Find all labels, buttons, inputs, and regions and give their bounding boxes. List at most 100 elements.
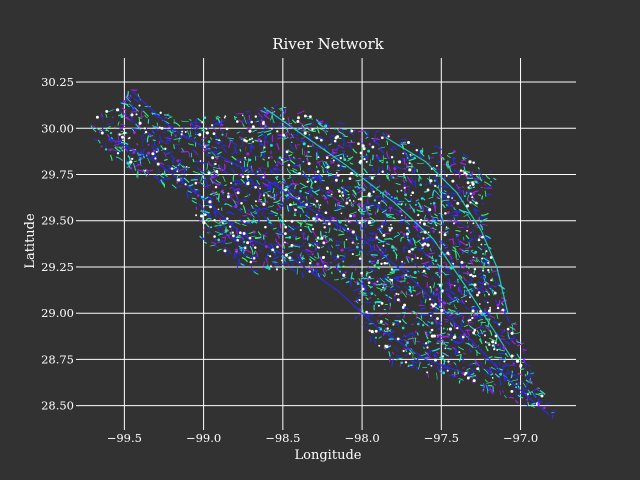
river-segment: [187, 190, 192, 193]
river-node: [336, 255, 340, 258]
river-segment: [350, 139, 353, 143]
river-segment: [425, 236, 430, 240]
river-node: [330, 261, 332, 264]
river-segment: [484, 183, 487, 186]
river-segment: [260, 200, 264, 203]
river-segment: [457, 238, 461, 247]
river-node: [184, 183, 187, 186]
river-segment: [233, 235, 236, 244]
river-segment: [263, 190, 271, 194]
river-segment: [444, 344, 448, 347]
river-segment: [314, 170, 316, 176]
river-segment: [264, 136, 268, 139]
river-node: [327, 222, 331, 226]
river-segment: [269, 155, 272, 159]
river-segment: [367, 238, 375, 242]
river-segment: [243, 116, 247, 124]
river-node: [352, 193, 355, 196]
river-segment: [411, 335, 415, 343]
river-segment: [155, 173, 159, 176]
river-segment: [405, 292, 412, 296]
river-segment: [468, 173, 472, 177]
river-node: [308, 133, 311, 136]
river-segment: [355, 184, 362, 189]
river-segment: [448, 165, 452, 173]
river-node: [143, 127, 146, 130]
river-segment: [478, 366, 480, 372]
river-segment: [551, 413, 554, 420]
river-node: [226, 195, 230, 199]
river-segment: [414, 330, 417, 334]
river-segment: [335, 145, 342, 150]
river-segment: [397, 277, 400, 281]
river-segment: [302, 242, 305, 246]
river-node: [417, 322, 420, 326]
river-segment: [468, 252, 472, 255]
river-segment: [322, 169, 325, 174]
river-segment: [311, 190, 319, 196]
river-segment: [299, 182, 307, 187]
river-segment: [320, 230, 324, 238]
river-segment: [161, 172, 168, 177]
river-node: [318, 218, 321, 221]
river-node: [401, 305, 405, 309]
river-segment: [147, 157, 151, 164]
river-segment: [118, 113, 123, 117]
river-segment: [161, 182, 166, 186]
river-segment: [456, 341, 464, 345]
river-node: [181, 130, 184, 133]
river-node: [448, 327, 452, 331]
river-node: [438, 231, 441, 234]
river-node: [252, 256, 256, 260]
river-segment: [418, 174, 422, 180]
river-segment: [249, 166, 254, 172]
river-segment: [352, 148, 358, 154]
river-segment: [152, 145, 155, 148]
river-segment: [497, 321, 502, 325]
river-segment: [274, 167, 283, 172]
river-segment: [483, 274, 487, 277]
river-segment: [287, 149, 294, 154]
river-node: [249, 260, 253, 264]
river-node: [185, 166, 188, 168]
river-segment: [302, 249, 311, 253]
river-node: [472, 256, 475, 259]
river-node: [343, 158, 347, 162]
river-segment: [225, 132, 228, 138]
river-segment: [434, 318, 438, 324]
river-segment: [331, 157, 334, 159]
river-segment: [434, 176, 438, 184]
river-node: [463, 171, 467, 175]
river-segment: [307, 235, 309, 241]
river-node: [325, 186, 329, 190]
river-segment: [312, 215, 317, 218]
river-segment: [446, 200, 452, 204]
river-segment: [270, 169, 273, 175]
river-segment: [390, 176, 393, 180]
river-segment: [324, 236, 328, 239]
river-segment: [203, 226, 206, 231]
river-node: [202, 173, 205, 176]
river-segment: [276, 163, 280, 166]
river-segment: [250, 143, 255, 150]
river-segment: [250, 235, 256, 237]
river-segment: [124, 102, 130, 108]
river-segment: [90, 125, 97, 133]
river-segment: [309, 192, 313, 197]
river-segment: [296, 211, 304, 213]
river-segment: [244, 158, 248, 161]
river-segment: [299, 254, 302, 258]
river-segment: [420, 312, 423, 319]
river-segment: [172, 156, 176, 164]
river-node: [324, 211, 328, 215]
river-segment: [318, 173, 321, 179]
river-segment: [496, 321, 499, 328]
river-node: [346, 227, 350, 231]
river-segment: [191, 200, 198, 204]
river-segment: [278, 121, 284, 125]
river-node: [471, 316, 474, 320]
river-segment: [294, 144, 298, 150]
river-segment: [511, 339, 516, 345]
river-node: [203, 116, 207, 120]
river-segment: [210, 178, 214, 184]
